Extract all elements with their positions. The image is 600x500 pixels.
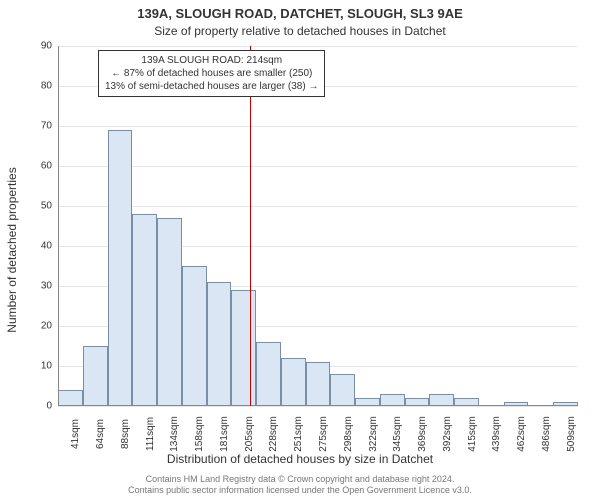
footer-line-1: Contains HM Land Registry data © Crown c…	[0, 474, 600, 485]
histogram-bar	[157, 218, 182, 406]
x-tick-label: 369sqm	[417, 416, 428, 452]
y-axis-line	[58, 46, 59, 406]
y-tick-label: 90	[22, 41, 52, 52]
x-axis-label: Distribution of detached houses by size …	[0, 452, 600, 466]
x-tick-label: 41sqm	[70, 419, 81, 449]
y-axis-label: Number of detached properties	[5, 167, 19, 332]
x-tick-label: 251sqm	[293, 416, 304, 452]
histogram-bar	[330, 374, 355, 406]
chart-subtitle: Size of property relative to detached ho…	[0, 24, 600, 38]
grid-line	[58, 406, 578, 407]
y-tick-label: 0	[22, 401, 52, 412]
x-tick-label: 486sqm	[541, 416, 552, 452]
annotation-line: ← 87% of detached houses are smaller (25…	[105, 67, 318, 80]
marker-line	[250, 46, 251, 406]
y-tick-label: 60	[22, 161, 52, 172]
annotation-line: 139A SLOUGH ROAD: 214sqm	[105, 54, 318, 67]
x-tick-label: 275sqm	[318, 416, 329, 452]
x-tick-label: 392sqm	[442, 416, 453, 452]
histogram-bar	[83, 346, 108, 406]
histogram-bar	[132, 214, 157, 406]
y-tick-label: 50	[22, 201, 52, 212]
chart-stage: 139A, SLOUGH ROAD, DATCHET, SLOUGH, SL3 …	[0, 0, 600, 500]
x-tick-label: 322sqm	[368, 416, 379, 452]
x-tick-label: 181sqm	[219, 416, 230, 452]
histogram-bar	[256, 342, 281, 406]
x-tick-label: 64sqm	[95, 419, 106, 449]
x-tick-label: 439sqm	[491, 416, 502, 452]
y-tick-label: 80	[22, 81, 52, 92]
x-tick-label: 88sqm	[120, 419, 131, 449]
histogram-bar	[108, 130, 133, 406]
annotation-line: 13% of semi-detached houses are larger (…	[105, 80, 318, 93]
x-tick-label: 134sqm	[169, 416, 180, 452]
y-tick-label: 20	[22, 321, 52, 332]
x-tick-label: 415sqm	[467, 416, 478, 452]
y-tick-label: 10	[22, 361, 52, 372]
x-tick-label: 509sqm	[566, 416, 577, 452]
footer-line-2: Contains public sector information licen…	[0, 485, 600, 496]
x-tick-label: 228sqm	[268, 416, 279, 452]
x-tick-label: 205sqm	[244, 416, 255, 452]
x-tick-label: 111sqm	[145, 417, 156, 451]
footer: Contains HM Land Registry data © Crown c…	[0, 474, 600, 496]
histogram-bar	[231, 290, 256, 406]
y-tick-label: 30	[22, 281, 52, 292]
y-tick-label: 40	[22, 241, 52, 252]
y-tick-label: 70	[22, 121, 52, 132]
histogram-bar	[306, 362, 331, 406]
histogram-bar	[182, 266, 207, 406]
x-tick-label: 345sqm	[392, 416, 403, 452]
x-tick-label: 462sqm	[516, 416, 527, 452]
grid-line	[58, 166, 578, 167]
histogram-bar	[58, 390, 83, 406]
grid-line	[58, 206, 578, 207]
annotation-box: 139A SLOUGH ROAD: 214sqm← 87% of detache…	[98, 50, 325, 97]
grid-line	[58, 46, 578, 47]
x-axis-line	[58, 405, 578, 406]
x-tick-label: 298sqm	[343, 416, 354, 452]
histogram-bar	[281, 358, 306, 406]
grid-line	[58, 126, 578, 127]
x-tick-label: 158sqm	[194, 416, 205, 452]
plot-area: 010203040506070809041sqm64sqm88sqm111sqm…	[58, 46, 578, 406]
histogram-bar	[207, 282, 232, 406]
chart-title: 139A, SLOUGH ROAD, DATCHET, SLOUGH, SL3 …	[0, 6, 600, 21]
